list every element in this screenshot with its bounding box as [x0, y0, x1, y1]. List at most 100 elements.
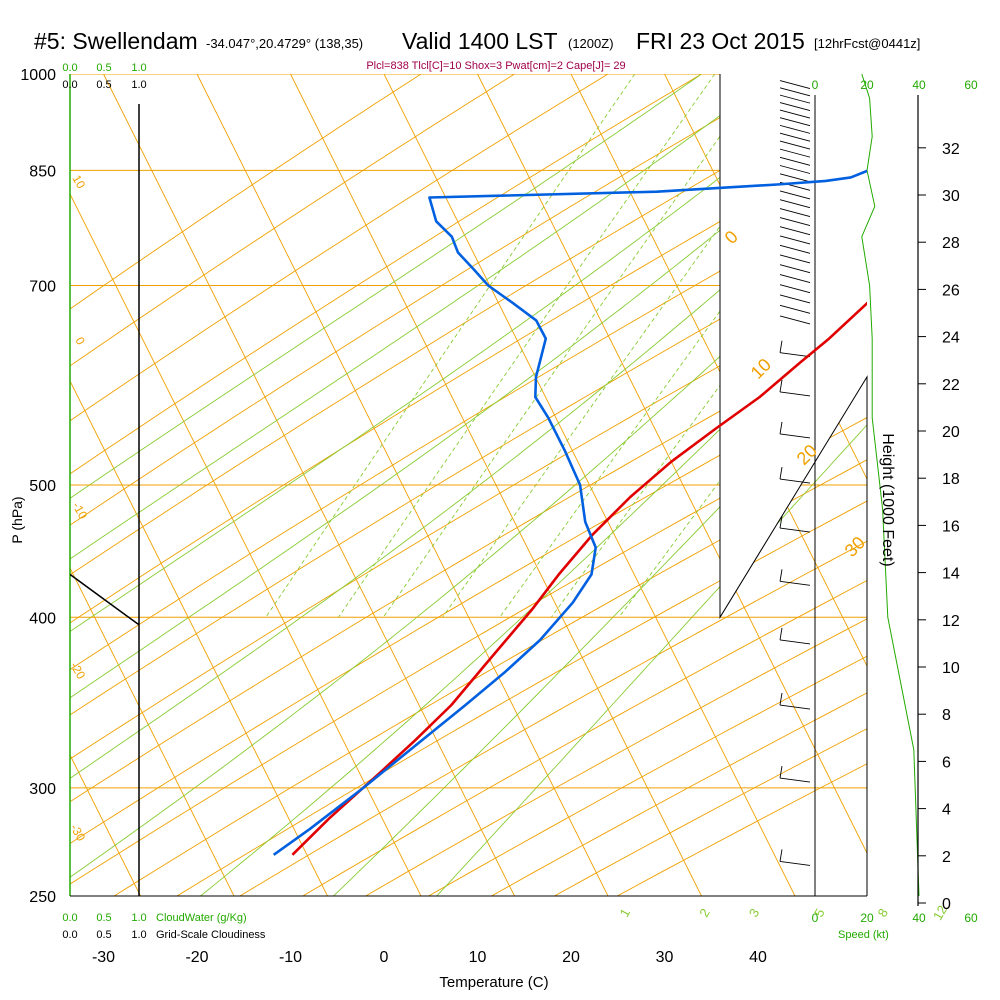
wind-barb: [779, 94, 811, 104]
pressure-tick-label: 500: [29, 478, 56, 495]
wind-barb: [779, 274, 811, 284]
isotherm-line: [851, 74, 867, 107]
pressure-tick-label: 400: [29, 610, 56, 627]
wind-barb-flag: [779, 379, 783, 392]
wind-barb: [779, 217, 811, 226]
speed-profile: [861, 73, 920, 897]
wind-barb: [779, 391, 811, 397]
pressure-tick-label: 850: [29, 163, 56, 180]
valid-time: Valid 1400 LST: [402, 28, 558, 54]
wind-barb: [779, 777, 811, 783]
pressure-tick-label: 300: [29, 781, 56, 798]
wind-barb: [779, 208, 811, 217]
isotherm-line: [70, 566, 235, 896]
x-tick-label: -10: [279, 949, 302, 966]
cloudwater-scale-top: 0.5: [96, 62, 111, 74]
wind-barb: [779, 244, 811, 254]
moist-adiabat: [70, 74, 702, 499]
wind-barb: [779, 580, 811, 586]
adiabat-label: 10: [69, 173, 88, 192]
x-tick-label: -30: [92, 949, 115, 966]
height-tick-label: 20: [942, 424, 960, 441]
moist-adiabat: [333, 352, 867, 896]
wind-barb: [779, 264, 811, 274]
wind-barb: [779, 294, 811, 304]
height-tick-label: 22: [942, 377, 960, 394]
wind-barb-flag: [779, 627, 783, 641]
wind-barb: [779, 639, 811, 645]
dry-adiabat: [239, 540, 867, 896]
height-tick-label: 24: [942, 330, 960, 347]
wind-barb-flag: [779, 849, 783, 862]
x-tick-label: 30: [656, 949, 674, 966]
speed-tick-bottom: 20: [860, 911, 874, 925]
surface-dewpoint-marker: [946, 68, 954, 76]
wind-barb: [779, 80, 811, 89]
wind-barb: [779, 124, 811, 134]
cloudwater-scale-top: 1.0: [131, 62, 146, 74]
height-tick-label: 16: [942, 518, 960, 535]
dry-adiabat: [70, 235, 867, 716]
dewpoint-profile: [272, 169, 867, 856]
wind-barb: [779, 704, 811, 710]
pressure-tick-label: 250: [29, 889, 56, 906]
x-tick-label: 0: [380, 949, 389, 966]
mixing-ratio-label: 8: [874, 906, 891, 920]
x-tick-label: 20: [562, 949, 580, 966]
dry-adiabat: [70, 74, 422, 310]
wind-barb-flag: [779, 515, 783, 529]
speed-tick-top: 60: [964, 78, 978, 92]
height-tick-label: 14: [942, 566, 960, 583]
adiabat-label: -10: [69, 500, 90, 522]
cloudiness-scale-bottom: 1.0: [131, 929, 146, 941]
wind-barb: [779, 304, 811, 314]
station-title: #5: Swellendam: [34, 28, 198, 54]
wind-barb: [779, 861, 811, 866]
height-tick-label: 10: [942, 660, 960, 677]
dry-adiabat: [302, 579, 867, 896]
wind-barb: [779, 165, 811, 174]
dry-adiabat: [365, 618, 867, 896]
speed-tick-bottom: 0: [812, 911, 819, 925]
mixing-ratio-label: 3: [746, 906, 763, 920]
height-tick-label: 18: [942, 471, 960, 488]
temperature-profile: [291, 301, 867, 856]
wind-barb: [779, 87, 811, 97]
height-axis-title: Height (1000 Feet): [879, 433, 896, 566]
forecast-info: [12hrFcst@0441z]: [814, 36, 921, 51]
speed-tick-top: 40: [912, 78, 926, 92]
cloudiness-scale-bottom: 0.5: [96, 929, 111, 941]
wind-barb: [779, 199, 811, 209]
height-tick-label: 2: [942, 849, 951, 866]
station-coords: -34.047°,20.4729° (138,35): [206, 36, 364, 51]
dry-adiabat: [70, 74, 702, 475]
height-tick-label: 0: [942, 896, 951, 913]
wind-barb: [779, 156, 811, 166]
wind-barb: [779, 478, 811, 484]
height-tick-label: 8: [942, 707, 951, 724]
wind-barb: [779, 117, 811, 127]
height-tick-label: 12: [942, 613, 960, 630]
cloudwater-scale-bottom: 0.5: [96, 912, 111, 924]
utc-time: (1200Z): [568, 36, 614, 51]
pressure-tick-label: 1000: [20, 67, 56, 84]
y-axis-title: P (hPa): [9, 496, 25, 543]
mixing-ratio-line: [338, 74, 716, 618]
dry-adiabat: [70, 187, 867, 671]
adiabat-label: 0: [72, 335, 88, 348]
x-tick-label: -20: [185, 949, 208, 966]
speed-tick-bottom: 60: [964, 911, 978, 925]
wind-barb: [779, 226, 811, 236]
cloudwater-scale-top: 0.0: [62, 62, 77, 74]
x-tick-label: 40: [749, 949, 767, 966]
wind-barb: [779, 433, 811, 439]
wind-barb: [779, 140, 811, 150]
wind-barb: [779, 190, 811, 200]
cloudiness-title: Grid-Scale Cloudiness: [156, 929, 266, 941]
moist-adiabat: [70, 74, 777, 560]
plot-boundary: [719, 74, 868, 896]
cloudwater-scale-bottom: 0.0: [62, 912, 77, 924]
cloudiness-profile: [70, 104, 140, 896]
